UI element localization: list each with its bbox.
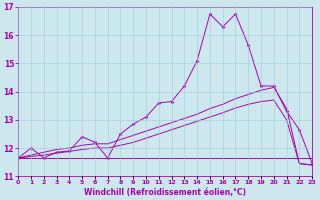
X-axis label: Windchill (Refroidissement éolien,°C): Windchill (Refroidissement éolien,°C) [84, 188, 246, 197]
